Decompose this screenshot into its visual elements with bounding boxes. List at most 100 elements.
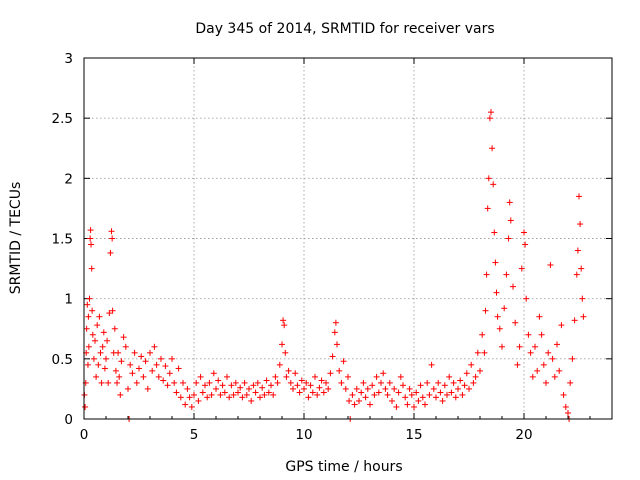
data-point [108, 228, 115, 235]
data-point [472, 373, 479, 380]
data-point [202, 382, 208, 389]
data-point [169, 355, 175, 362]
data-point [147, 349, 153, 356]
data-point [571, 317, 578, 324]
data-point [360, 379, 367, 386]
data-point [309, 389, 316, 396]
data-point [162, 363, 169, 370]
data-point [307, 382, 314, 389]
data-point [393, 403, 400, 410]
y-tick-label: 0.5 [52, 352, 73, 368]
data-point [494, 313, 501, 320]
data-point [569, 355, 576, 362]
data-point [232, 379, 239, 386]
data-point [312, 373, 318, 380]
data-point [406, 385, 413, 392]
data-point [523, 295, 530, 302]
data-point [138, 353, 145, 360]
data-point [88, 241, 95, 248]
data-point [199, 389, 206, 396]
data-point [105, 379, 112, 386]
data-point [95, 361, 102, 368]
data-point [235, 389, 241, 396]
data-point [413, 389, 420, 396]
data-point [485, 175, 492, 182]
data-point [461, 382, 468, 389]
data-point [496, 325, 503, 332]
data-point [197, 373, 204, 380]
data-point [470, 379, 477, 386]
data-point [457, 377, 464, 384]
chart-title: Day 345 of 2014, SRMTID for receiver var… [195, 21, 494, 37]
data-point [226, 394, 233, 401]
data-point [507, 217, 514, 224]
data-point [479, 331, 486, 338]
data-point [88, 265, 95, 272]
data-point [230, 391, 237, 398]
data-point [565, 409, 571, 416]
data-point [224, 373, 230, 380]
data-point [182, 401, 189, 408]
data-point [109, 235, 116, 242]
data-point [104, 337, 111, 344]
data-point [241, 379, 248, 386]
x-axis-tick-labels: 0 5 10 15 20 [80, 427, 533, 443]
data-point [92, 337, 98, 344]
data-point [444, 391, 450, 398]
data-point [144, 385, 151, 392]
data-point [301, 385, 307, 392]
data-point [87, 235, 94, 242]
data-point [380, 370, 387, 377]
data-point [272, 373, 279, 380]
data-point [349, 391, 356, 398]
data-point [492, 259, 499, 266]
data-point [386, 379, 393, 386]
data-point [580, 313, 587, 320]
data-point [120, 334, 127, 341]
data-point [103, 355, 109, 362]
data-point [254, 379, 261, 386]
data-point [369, 382, 376, 389]
data-point [364, 385, 371, 392]
data-point [133, 379, 140, 386]
data-point [175, 365, 182, 372]
data-point [547, 261, 554, 268]
data-point [106, 310, 113, 317]
data-point [527, 349, 534, 356]
data-point [177, 394, 184, 401]
data-point [217, 391, 224, 398]
data-point [474, 349, 481, 356]
data-point [331, 329, 338, 336]
data-point [184, 385, 191, 392]
data-point [481, 349, 488, 356]
data-point [422, 401, 428, 408]
data-point [208, 391, 215, 398]
data-point [417, 382, 424, 389]
data-point [98, 379, 105, 386]
data-point [213, 385, 219, 392]
x-tick-label: 0 [80, 427, 89, 443]
y-tick-label: 1 [64, 292, 73, 308]
data-point [215, 377, 222, 384]
data-point [87, 227, 94, 234]
data-point [237, 384, 244, 391]
data-point [506, 199, 513, 206]
data-point [503, 271, 510, 278]
data-point [378, 379, 384, 386]
data-point [118, 358, 125, 365]
data-point [455, 385, 461, 392]
data-point [136, 365, 142, 372]
data-point [441, 382, 448, 389]
data-point [411, 403, 417, 410]
data-point [499, 343, 505, 350]
data-point [298, 377, 305, 384]
data-point [97, 349, 104, 356]
data-point [86, 295, 93, 302]
data-point [85, 343, 92, 350]
data-point [430, 385, 437, 392]
data-point [270, 391, 277, 398]
data-point [419, 394, 426, 401]
data-point [117, 391, 124, 398]
data-point [111, 325, 118, 332]
data-point [338, 379, 345, 386]
